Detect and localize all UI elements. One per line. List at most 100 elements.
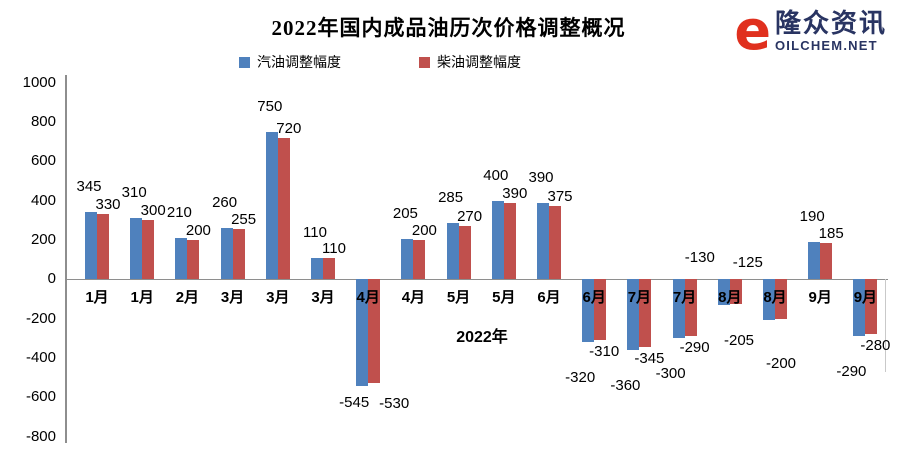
y-axis-tick: 600 <box>30 152 56 170</box>
bar-diesel <box>277 137 290 280</box>
category-label: 5月 <box>492 289 516 306</box>
legend-item-diesel: 柴油调整幅度 <box>419 52 521 72</box>
value-label-diesel: -310 <box>589 343 620 361</box>
bar-diesel <box>187 240 200 280</box>
bar-diesel <box>775 279 787 319</box>
value-label-gasoline: -205 <box>723 331 755 349</box>
category-label: 7月 <box>627 289 652 306</box>
brand-name: 隆众资讯 <box>774 8 887 38</box>
bar-diesel <box>729 279 742 304</box>
value-label-diesel: 300 <box>140 202 166 220</box>
category-label: 8月 <box>718 289 742 306</box>
bar-gasoline <box>175 238 188 280</box>
value-label-gasoline: 110 <box>303 223 327 241</box>
value-label-diesel: 200 <box>411 222 437 239</box>
brand-text: 隆众资讯 OILCHEM.NET <box>775 10 887 52</box>
x-axis-zero-line <box>65 278 888 280</box>
bar-diesel <box>97 214 109 280</box>
y-axis-tick: -800 <box>25 427 56 445</box>
value-label-diesel: 255 <box>231 211 257 229</box>
value-label-gasoline: 285 <box>438 189 464 207</box>
bar-gasoline <box>853 279 866 337</box>
y-axis-tick: 400 <box>30 191 56 209</box>
value-label-gasoline: -300 <box>655 365 686 383</box>
category-label: 8月 <box>763 289 787 306</box>
y-axis-tick: -200 <box>25 309 56 327</box>
bar-diesel <box>458 226 471 280</box>
value-label-gasoline: 310 <box>121 184 147 202</box>
category-label: 9月 <box>853 289 878 306</box>
bar-diesel <box>368 279 381 384</box>
bar-gasoline <box>717 279 730 305</box>
value-label-gasoline: 205 <box>392 205 418 223</box>
y-axis-tick: 800 <box>30 113 56 131</box>
bar-gasoline <box>265 131 278 280</box>
value-label-gasoline: 390 <box>528 168 554 186</box>
value-label-gasoline: 750 <box>257 97 283 115</box>
bar-diesel <box>323 257 335 280</box>
chart-title: 2022年国内成品油历次价格调整概况 <box>271 16 626 40</box>
legend-swatch-gasoline-icon <box>239 56 250 68</box>
bar-diesel <box>684 279 697 337</box>
value-label-diesel: -530 <box>379 395 410 413</box>
legend-label-diesel: 柴油调整幅度 <box>437 54 521 70</box>
value-label-diesel: 375 <box>547 187 573 205</box>
bar-diesel <box>594 279 607 341</box>
value-label-diesel: -200 <box>765 354 797 372</box>
bar-gasoline <box>763 279 775 320</box>
bar-diesel <box>142 220 155 280</box>
legend-item-gasoline: 汽油调整幅度 <box>239 52 341 72</box>
y-axis-tick: -600 <box>25 388 56 406</box>
category-label: 3月 <box>311 289 335 306</box>
bar-gasoline <box>311 257 323 280</box>
value-label-gasoline: -290 <box>836 363 867 381</box>
value-label-diesel: -280 <box>860 337 891 355</box>
value-label-gasoline: 345 <box>76 177 102 195</box>
category-label: 4月 <box>401 289 426 306</box>
bar-diesel <box>549 205 561 280</box>
value-label-diesel: 720 <box>276 119 302 137</box>
category-label: 5月 <box>446 289 471 306</box>
category-label: 2月 <box>175 289 200 306</box>
category-label: 6月 <box>582 289 606 306</box>
value-label-gasoline: -545 <box>339 394 370 412</box>
value-label-diesel: 270 <box>457 208 483 226</box>
bar-gasoline <box>491 200 504 280</box>
value-label-diesel: 390 <box>502 184 528 202</box>
brand-domain: OILCHEM.NET <box>774 38 878 53</box>
legend: 汽油调整幅度 柴油调整幅度 <box>0 52 760 72</box>
bar-gasoline <box>672 279 685 339</box>
bar-gasoline <box>808 241 821 280</box>
bar-diesel <box>232 229 245 280</box>
y-axis-tick: 200 <box>30 231 56 248</box>
value-label-diesel: -345 <box>634 350 665 368</box>
value-label-gasoline: 400 <box>483 166 509 184</box>
value-label-diesel: 110 <box>322 239 346 257</box>
y-axis-line <box>65 75 67 443</box>
bar-gasoline <box>582 279 595 343</box>
y-axis-tick: 0 <box>47 270 56 288</box>
bar-gasoline <box>627 279 640 351</box>
value-label-diesel: 330 <box>95 196 121 214</box>
value-label-diesel: 200 <box>185 222 211 239</box>
category-label: 4月 <box>356 289 380 306</box>
category-label: 1月 <box>130 289 154 306</box>
bar-gasoline <box>537 202 549 280</box>
brand-logo: e 隆众资讯 OILCHEM.NET <box>734 0 887 62</box>
brand-mark-icon: e <box>734 0 771 62</box>
category-label: 6月 <box>537 289 561 306</box>
bar-diesel <box>413 240 426 280</box>
legend-label-gasoline: 汽油调整幅度 <box>257 54 341 70</box>
value-label-diesel: -125 <box>732 254 763 271</box>
category-label: 3月 <box>266 289 290 306</box>
bar-gasoline <box>130 218 143 280</box>
category-label: 7月 <box>672 289 697 306</box>
value-label-gasoline: -360 <box>610 377 641 395</box>
bar-diesel <box>820 242 833 280</box>
value-label-diesel: 185 <box>818 224 844 242</box>
value-label-gasoline: 190 <box>799 207 825 225</box>
bar-gasoline <box>85 211 97 280</box>
y-axis-tick: 1000 <box>22 73 56 91</box>
bar-gasoline <box>401 239 414 280</box>
legend-swatch-diesel-icon <box>419 56 430 68</box>
